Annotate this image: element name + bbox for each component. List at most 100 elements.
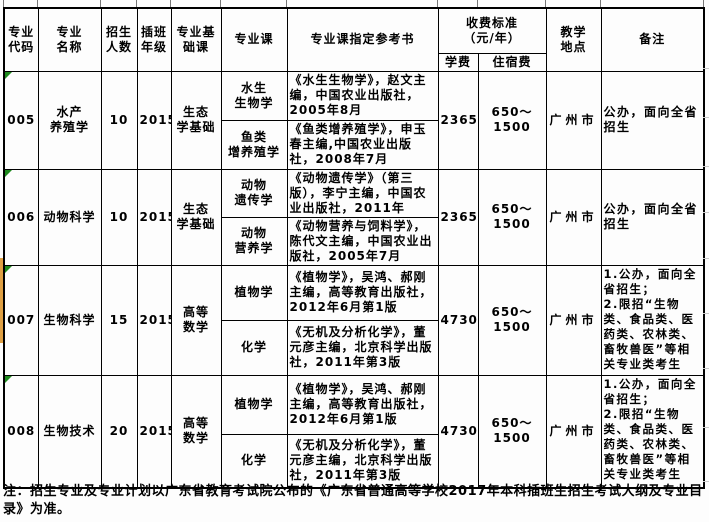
major-course-cell: 化学 <box>220 433 288 489</box>
col-header-fee-standard: 收费标准 （元/年） <box>437 7 547 54</box>
gridline-stub <box>37 0 38 7</box>
grade-cell: 2015 <box>136 264 172 376</box>
major-code: 007 <box>7 312 36 327</box>
gridline-stub <box>545 0 546 7</box>
error-check-triangle-icon <box>5 72 12 79</box>
gridline-stub <box>703 0 704 7</box>
accommodation-cell: 650～1500 <box>477 374 547 489</box>
reference-cell: 《植物学》，吴鸿、郝刚主编，高等教育出版社，2012年6月第1版 <box>286 264 439 321</box>
major-course-cell: 鱼类 增养殖学 <box>220 119 288 170</box>
accommodation-cell: 650～1500 <box>477 168 547 266</box>
major-code-cell: 006 <box>3 168 39 266</box>
table-subrow: 化学 《无机及分析化学》，董元彦主编，北京科学出版社，2011年第3版 <box>4 433 704 489</box>
major-course-cell: 化学 <box>220 319 288 376</box>
col-header-location: 教学 地点 <box>545 7 602 72</box>
major-course-cell: 水生 生物学 <box>220 70 288 121</box>
grade-cell: 2015 <box>136 70 172 170</box>
col-header-grade: 插班 年级 <box>136 7 172 72</box>
major-name-cell: 生物科学 <box>37 264 102 376</box>
location-cell: 广州市 <box>545 70 602 170</box>
major-course-cell: 动物 营养学 <box>220 216 288 266</box>
gridline-stub <box>703 212 709 213</box>
enrollment-majors-table: 专业 代码 专业 名称 招生 人数 插班 年级 专业基 础课 专业课 专业课指定… <box>3 7 706 489</box>
reference-cell: 《无机及分析化学》，董元彦主编，北京科学出版社，2011年第3版 <box>286 319 439 376</box>
remarks-cell: 公办，面向全省招生 <box>600 70 705 170</box>
table-row: 007 生物科学 15 2015 高等 数学 植物学 《植物学》，吴鸿、郝刚主编… <box>3 264 705 376</box>
gridline-stub <box>136 0 137 7</box>
gridline-stub <box>437 0 438 7</box>
remarks-cell: 公办，面向全省招生 <box>600 168 705 266</box>
tuition-cell: 2365 <box>437 168 479 266</box>
header-subrow: 学费 住宿费 <box>4 52 704 72</box>
gridline-stub <box>703 368 709 369</box>
tuition-cell: 2365 <box>437 70 479 170</box>
gridline-stub <box>600 0 601 7</box>
accommodation-cell: 650～1500 <box>477 70 547 170</box>
major-course-cell: 植物学 <box>220 264 288 321</box>
major-code-cell: 005 <box>3 70 39 170</box>
major-code: 005 <box>7 112 36 127</box>
col-header-major-name: 专业 名称 <box>37 7 102 72</box>
tuition-cell: 4730 <box>437 374 479 489</box>
remarks-cell: 1.公办，面向全省招生； 2.限招“生物类、食品类、医药类、农林类、畜牧兽医”等… <box>600 374 705 489</box>
basic-course-cell: 高等 数学 <box>170 264 222 376</box>
gridline-stub <box>703 166 709 167</box>
reference-cell: 《动物遗传学》（第三版），李宁主编，中国农业出版社，2011年 <box>286 168 439 218</box>
reference-cell: 《植物学》，吴鸿、郝刚主编，高等教育出版社，2012年6月第1版 <box>286 374 439 435</box>
gridline-stub <box>703 427 709 428</box>
col-header-basic-course: 专业基 础课 <box>170 7 222 72</box>
remarks-cell: 1.公办，面向全省招生； 2.限招“生物类、食品类、医药类、农林类、畜牧兽医”等… <box>600 264 705 376</box>
gridline-stub <box>703 117 709 118</box>
enrollment-cell: 15 <box>100 264 138 376</box>
col-header-enrollment: 招生 人数 <box>100 7 138 72</box>
table-subrow: 鱼类 增养殖学 《鱼类增养殖学》，申玉春主编,中国农业出版社，2008年7月 <box>4 119 704 170</box>
basic-course-cell: 生态 学基础 <box>170 70 222 170</box>
major-code-cell: 007 <box>3 264 39 376</box>
grade-cell: 2015 <box>136 374 172 489</box>
location-cell: 广州市 <box>545 264 602 376</box>
major-code-cell: 008 <box>3 374 39 489</box>
enrollment-cell: 10 <box>100 168 138 266</box>
gridline-stub <box>170 0 171 7</box>
gridline-stub <box>100 0 101 7</box>
error-check-triangle-icon <box>5 170 12 177</box>
gridline-stub <box>703 481 709 482</box>
grade-cell: 2015 <box>136 168 172 266</box>
major-course-cell: 动物 遗传学 <box>220 168 288 218</box>
col-header-major-course: 专业课 <box>220 7 288 72</box>
gridline-stub <box>477 0 478 7</box>
table-row: 006 动物科学 10 2015 生态 学基础 动物 遗传学 《动物遗传学》（第… <box>3 168 705 266</box>
col-header-major-code: 专业 代码 <box>3 7 39 72</box>
gridline-stub <box>703 313 709 314</box>
table-row: 008 生物技术 20 2015 高等 数学 植物学 《植物学》，吴鸿、郝刚主编… <box>3 374 705 489</box>
major-name-cell: 水产 养殖学 <box>37 70 102 170</box>
error-check-triangle-icon <box>5 376 12 383</box>
major-code: 006 <box>7 209 36 224</box>
gridline-stub <box>703 68 709 69</box>
error-check-triangle-icon <box>5 266 12 273</box>
tuition-cell: 4730 <box>437 264 479 376</box>
col-header-tuition: 学费 <box>437 52 479 72</box>
col-header-remarks: 备注 <box>600 7 705 72</box>
major-code: 008 <box>7 423 36 438</box>
header-row: 专业 代码 专业 名称 招生 人数 插班 年级 专业基 础课 专业课 专业课指定… <box>3 7 705 72</box>
major-course-cell: 植物学 <box>220 374 288 435</box>
col-header-accommodation: 住宿费 <box>477 52 547 72</box>
basic-course-cell: 高等 数学 <box>170 374 222 489</box>
table-subrow: 动物 营养学 《动物营养与饲料学》，陈代文主编，中国农业出版社，2005年7月 <box>4 216 704 266</box>
accommodation-cell: 650～1500 <box>477 264 547 376</box>
reference-cell: 《鱼类增养殖学》，申玉春主编,中国农业出版社，2008年7月 <box>286 119 439 170</box>
location-cell: 广州市 <box>545 374 602 489</box>
gridline-stub <box>220 0 221 7</box>
reference-cell: 《动物营养与饲料学》，陈代文主编，中国农业出版社，2005年7月 <box>286 216 439 266</box>
footnote-text: 注：招生专业及专业计划以广东省教育考试院公布的《广东省普通高等学校2017年本科… <box>3 484 703 517</box>
reference-cell: 《无机及分析化学》，董元彦主编，北京科学出版社，2011年第3版 <box>286 433 439 489</box>
left-edge-colored-cell-fragment <box>0 258 3 343</box>
major-name-cell: 生物技术 <box>37 374 102 489</box>
basic-course-cell: 生态 学基础 <box>170 168 222 266</box>
enrollment-cell: 20 <box>100 374 138 489</box>
enrollment-cell: 10 <box>100 70 138 170</box>
col-header-reference: 专业课指定参考书 <box>286 7 439 72</box>
gridline-stub <box>286 0 287 7</box>
